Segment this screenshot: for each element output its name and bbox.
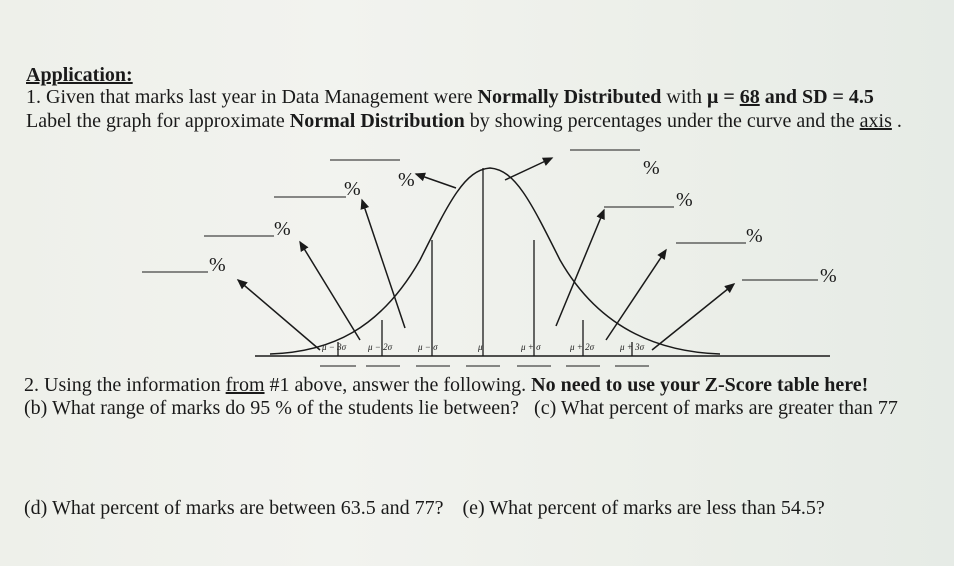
question-2d: (d) What percent of marks are between 63… [24,497,444,519]
q2-from: from [225,374,265,396]
question-2c: (c) What percent of marks are greater th… [534,397,898,419]
q1-with: with [661,86,707,108]
pct-label-right-3: % [746,225,763,247]
arrow-left-3 [299,240,361,341]
q1-l2-end: . [891,110,902,132]
pct-label-left-1: % [398,169,415,191]
arrow-right-2 [555,208,605,327]
arrow-right-3 [605,248,667,341]
mu-symbol: μ [706,86,719,108]
question-2b: (b) What range of marks do 95 % of the s… [24,397,520,419]
q1-bold: Normally Distributed [477,86,662,108]
arrow-left-1 [414,172,457,189]
pct-label-right-2: % [676,189,693,211]
normal-distribution-diagram: μ − 3σ μ − 2σ μ − σ μ μ + σ μ + 2σ μ + 3… [142,149,837,367]
q2-ref: #1 above, answer the following. [264,374,532,396]
pct-label-right-1: % [643,157,660,179]
bell-curve [269,167,721,355]
q1-text: 1. Given that marks last year in Data Ma… [26,86,478,108]
tick-label-plus-2: μ + 2σ [569,342,595,352]
arrow-left-2 [360,198,406,329]
pct-label-far-left: % [209,254,226,276]
tick-label-minus-3: μ − 3σ [321,342,347,352]
tick-label-minus-1: μ − σ [417,342,438,352]
question-2-line-1: 2. Using the information from #1 above, … [24,374,868,396]
section-heading: Application: [26,64,133,86]
q1-l2-text: Label the graph for approximate [26,110,290,132]
q2-bold: No need to use your Z-Score table here! [531,374,869,396]
mu-value: 68 [739,86,760,108]
tick-label-mean: μ [477,342,483,352]
question-2e: (e) What percent of marks are less than … [462,497,825,519]
arrow-right-1 [504,157,554,181]
question-2-line-3: (d) What percent of marks are between 63… [24,497,825,519]
arrow-far-left [236,279,321,351]
question-2-line-2: (b) What range of marks do 95 % of the s… [24,397,898,419]
axis-word: axis [859,110,892,132]
q2-text: 2. Using the information [24,374,226,396]
q1-l2-bold: Normal Distribution [289,110,465,132]
q1-l2-mid: by showing percentages under the curve a… [464,110,860,132]
arrow-far-right [651,283,736,351]
pct-label-left-2: % [344,178,361,200]
question-1-line-2: Label the graph for approximate Normal D… [26,110,902,132]
tick-label-plus-3: μ + 3σ [619,342,645,352]
question-1-line-1: 1. Given that marks last year in Data Ma… [26,86,874,108]
equals-sign: = [718,86,740,108]
sd-text: and SD = 4.5 [759,86,874,108]
pct-label-left-3: % [274,218,291,240]
tick-label-minus-2: μ − 2σ [367,342,393,352]
tick-label-plus-1: μ + σ [520,342,541,352]
pct-label-far-right: % [820,265,837,287]
